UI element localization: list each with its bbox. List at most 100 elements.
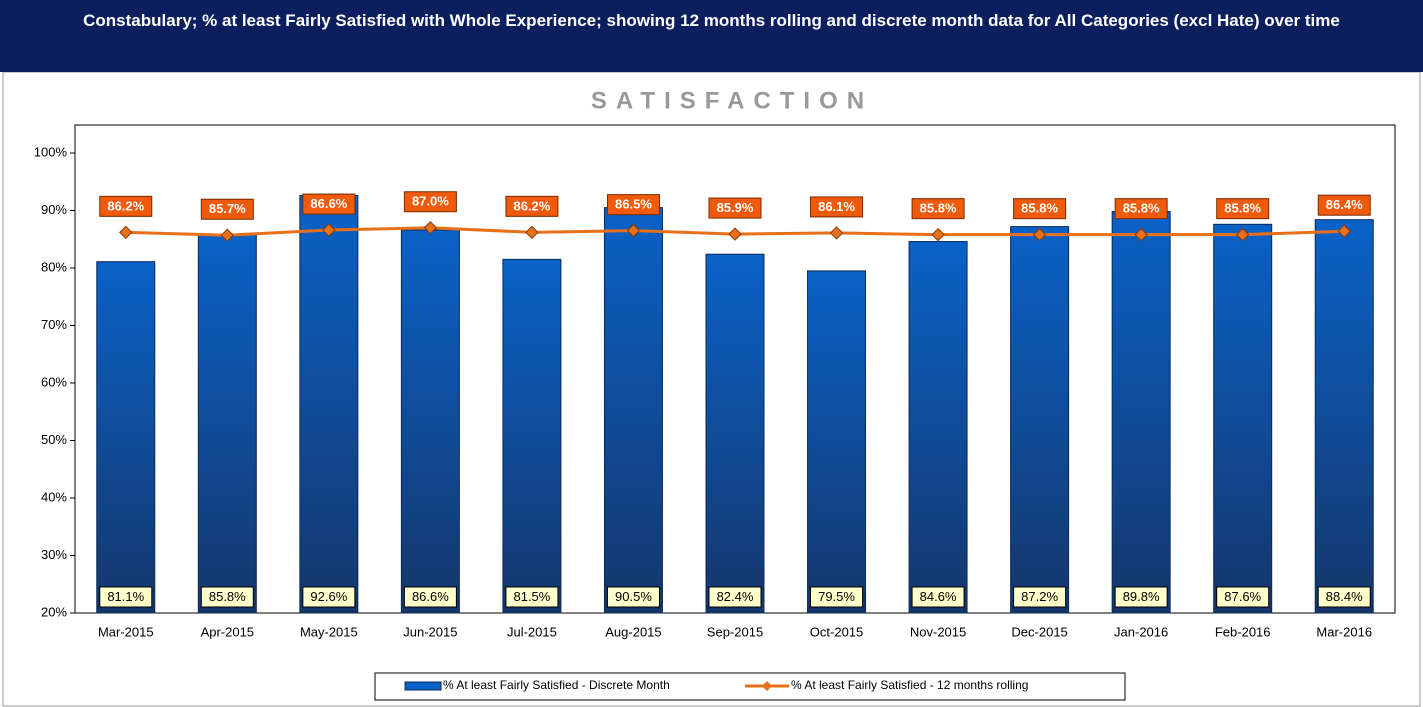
line-marker <box>525 225 539 240</box>
x-tick-label: Mar-2016 <box>1316 624 1372 639</box>
bar-label-box <box>1317 586 1371 608</box>
line-label-box <box>403 191 457 213</box>
line-label-box <box>1114 198 1168 220</box>
line-label-box <box>1013 198 1067 220</box>
legend-label: % At least Fairly Satisfied - Discrete M… <box>443 678 670 692</box>
chart: SATISFACTION 20% 30% 40% 50% 60% 70% 80% 90% 100… <box>2 72 1421 707</box>
line-marker <box>1337 224 1351 238</box>
line-label: 86.2% <box>107 198 144 213</box>
line-marker <box>1032 227 1047 242</box>
y-tick-label: 90% <box>41 202 67 217</box>
bar-label: 92.6% <box>310 589 347 604</box>
x-tick-label: Oct-2015 <box>810 624 863 639</box>
bar-label-box <box>810 586 864 608</box>
line-marker <box>626 223 641 238</box>
legend-label: % At least Fairly Satisfied - 12 months … <box>791 678 1028 692</box>
line-label-box <box>1317 194 1371 216</box>
x-tick-label: Jun-2015 <box>403 624 457 639</box>
line-label: 86.4% <box>1326 197 1363 212</box>
bar-label: 85.8% <box>209 589 246 604</box>
bar-label: 86.6% <box>412 589 449 604</box>
bar-label: 88.4% <box>1326 589 1363 604</box>
bar <box>1213 223 1273 614</box>
bar-label: 84.6% <box>920 589 957 604</box>
line-label: 86.6% <box>310 196 347 211</box>
x-tick-label: Sep-2015 <box>707 624 763 639</box>
bar <box>96 261 156 614</box>
bar <box>1314 219 1374 614</box>
line-label-box <box>911 198 965 220</box>
x-tick-label: Dec-2015 <box>1011 624 1067 639</box>
line-label: 86.2% <box>513 198 550 213</box>
bar-label: 89.8% <box>1123 589 1160 604</box>
bar-label-box <box>606 586 660 608</box>
bar-label-box <box>403 586 457 608</box>
bar-label: 81.5% <box>513 589 550 604</box>
bar-label-box <box>1216 586 1270 608</box>
chart-title: SATISFACTION <box>591 87 873 114</box>
line-marker <box>322 223 336 237</box>
y-tick-label: 20% <box>41 604 67 619</box>
bar-label-box <box>1013 586 1067 608</box>
line-label: 85.9% <box>717 200 754 215</box>
bar <box>400 229 460 614</box>
line-label-box <box>708 197 762 219</box>
bar-label: 82.4% <box>717 589 754 604</box>
bar-label: 87.6% <box>1224 589 1261 604</box>
line-label: 85.8% <box>920 201 957 216</box>
bar <box>603 207 663 614</box>
line-marker <box>220 228 235 242</box>
line-label: 85.8% <box>1021 201 1058 216</box>
line-label: 85.8% <box>1123 201 1160 216</box>
legend-swatch <box>404 681 442 691</box>
y-tick-label: 60% <box>41 374 67 389</box>
line-marker <box>829 226 844 240</box>
y-tick-label: 100% <box>34 144 68 159</box>
line-label-box <box>1216 198 1270 220</box>
outer-frame <box>2 72 1421 707</box>
bar-label-box <box>302 586 356 608</box>
bar <box>1010 226 1070 614</box>
x-tick-label: Jan-2016 <box>1114 624 1168 639</box>
y-tick-label: 80% <box>41 259 67 274</box>
y-tick-label: 70% <box>41 317 67 332</box>
bar <box>502 258 562 614</box>
y-tick-label: 50% <box>41 432 67 447</box>
line-label-box <box>505 195 559 217</box>
line-label: 86.5% <box>615 197 652 212</box>
bar <box>299 195 359 614</box>
bar-label: 81.1% <box>107 589 144 604</box>
x-tick-label: Aug-2015 <box>605 624 661 639</box>
line-label: 86.1% <box>818 199 855 214</box>
bar-label: 87.2% <box>1021 589 1058 604</box>
line-label: 87.0% <box>412 194 449 209</box>
line-marker <box>423 221 438 235</box>
legend-marker <box>762 681 772 691</box>
line-marker <box>728 227 742 241</box>
x-tick-label: May-2015 <box>300 624 358 639</box>
x-tick-label: Feb-2016 <box>1215 624 1271 639</box>
x-tick-label: Jul-2015 <box>507 624 557 639</box>
bar <box>197 234 257 614</box>
bar-label: 90.5% <box>615 589 652 604</box>
bar-label-box <box>1114 586 1168 608</box>
line-label-box <box>99 195 153 217</box>
bar <box>908 241 968 614</box>
y-tick-label: 30% <box>41 547 67 562</box>
bar-label-box <box>200 586 254 608</box>
x-tick-label: Apr-2015 <box>201 624 254 639</box>
line-label: 85.8% <box>1224 201 1261 216</box>
bar <box>705 253 765 614</box>
bar-label: 79.5% <box>818 589 855 604</box>
bar-label-box <box>911 586 965 608</box>
line-label-box <box>810 196 864 218</box>
x-tick-label: Mar-2015 <box>98 624 154 639</box>
line-label-box <box>606 194 660 216</box>
line-label-box <box>200 198 254 220</box>
x-tick-label: Nov-2015 <box>910 624 966 639</box>
line-label: 85.7% <box>209 201 246 216</box>
bar <box>1111 211 1171 614</box>
bar-label-box <box>708 586 762 608</box>
y-tick-label: 40% <box>41 489 67 504</box>
